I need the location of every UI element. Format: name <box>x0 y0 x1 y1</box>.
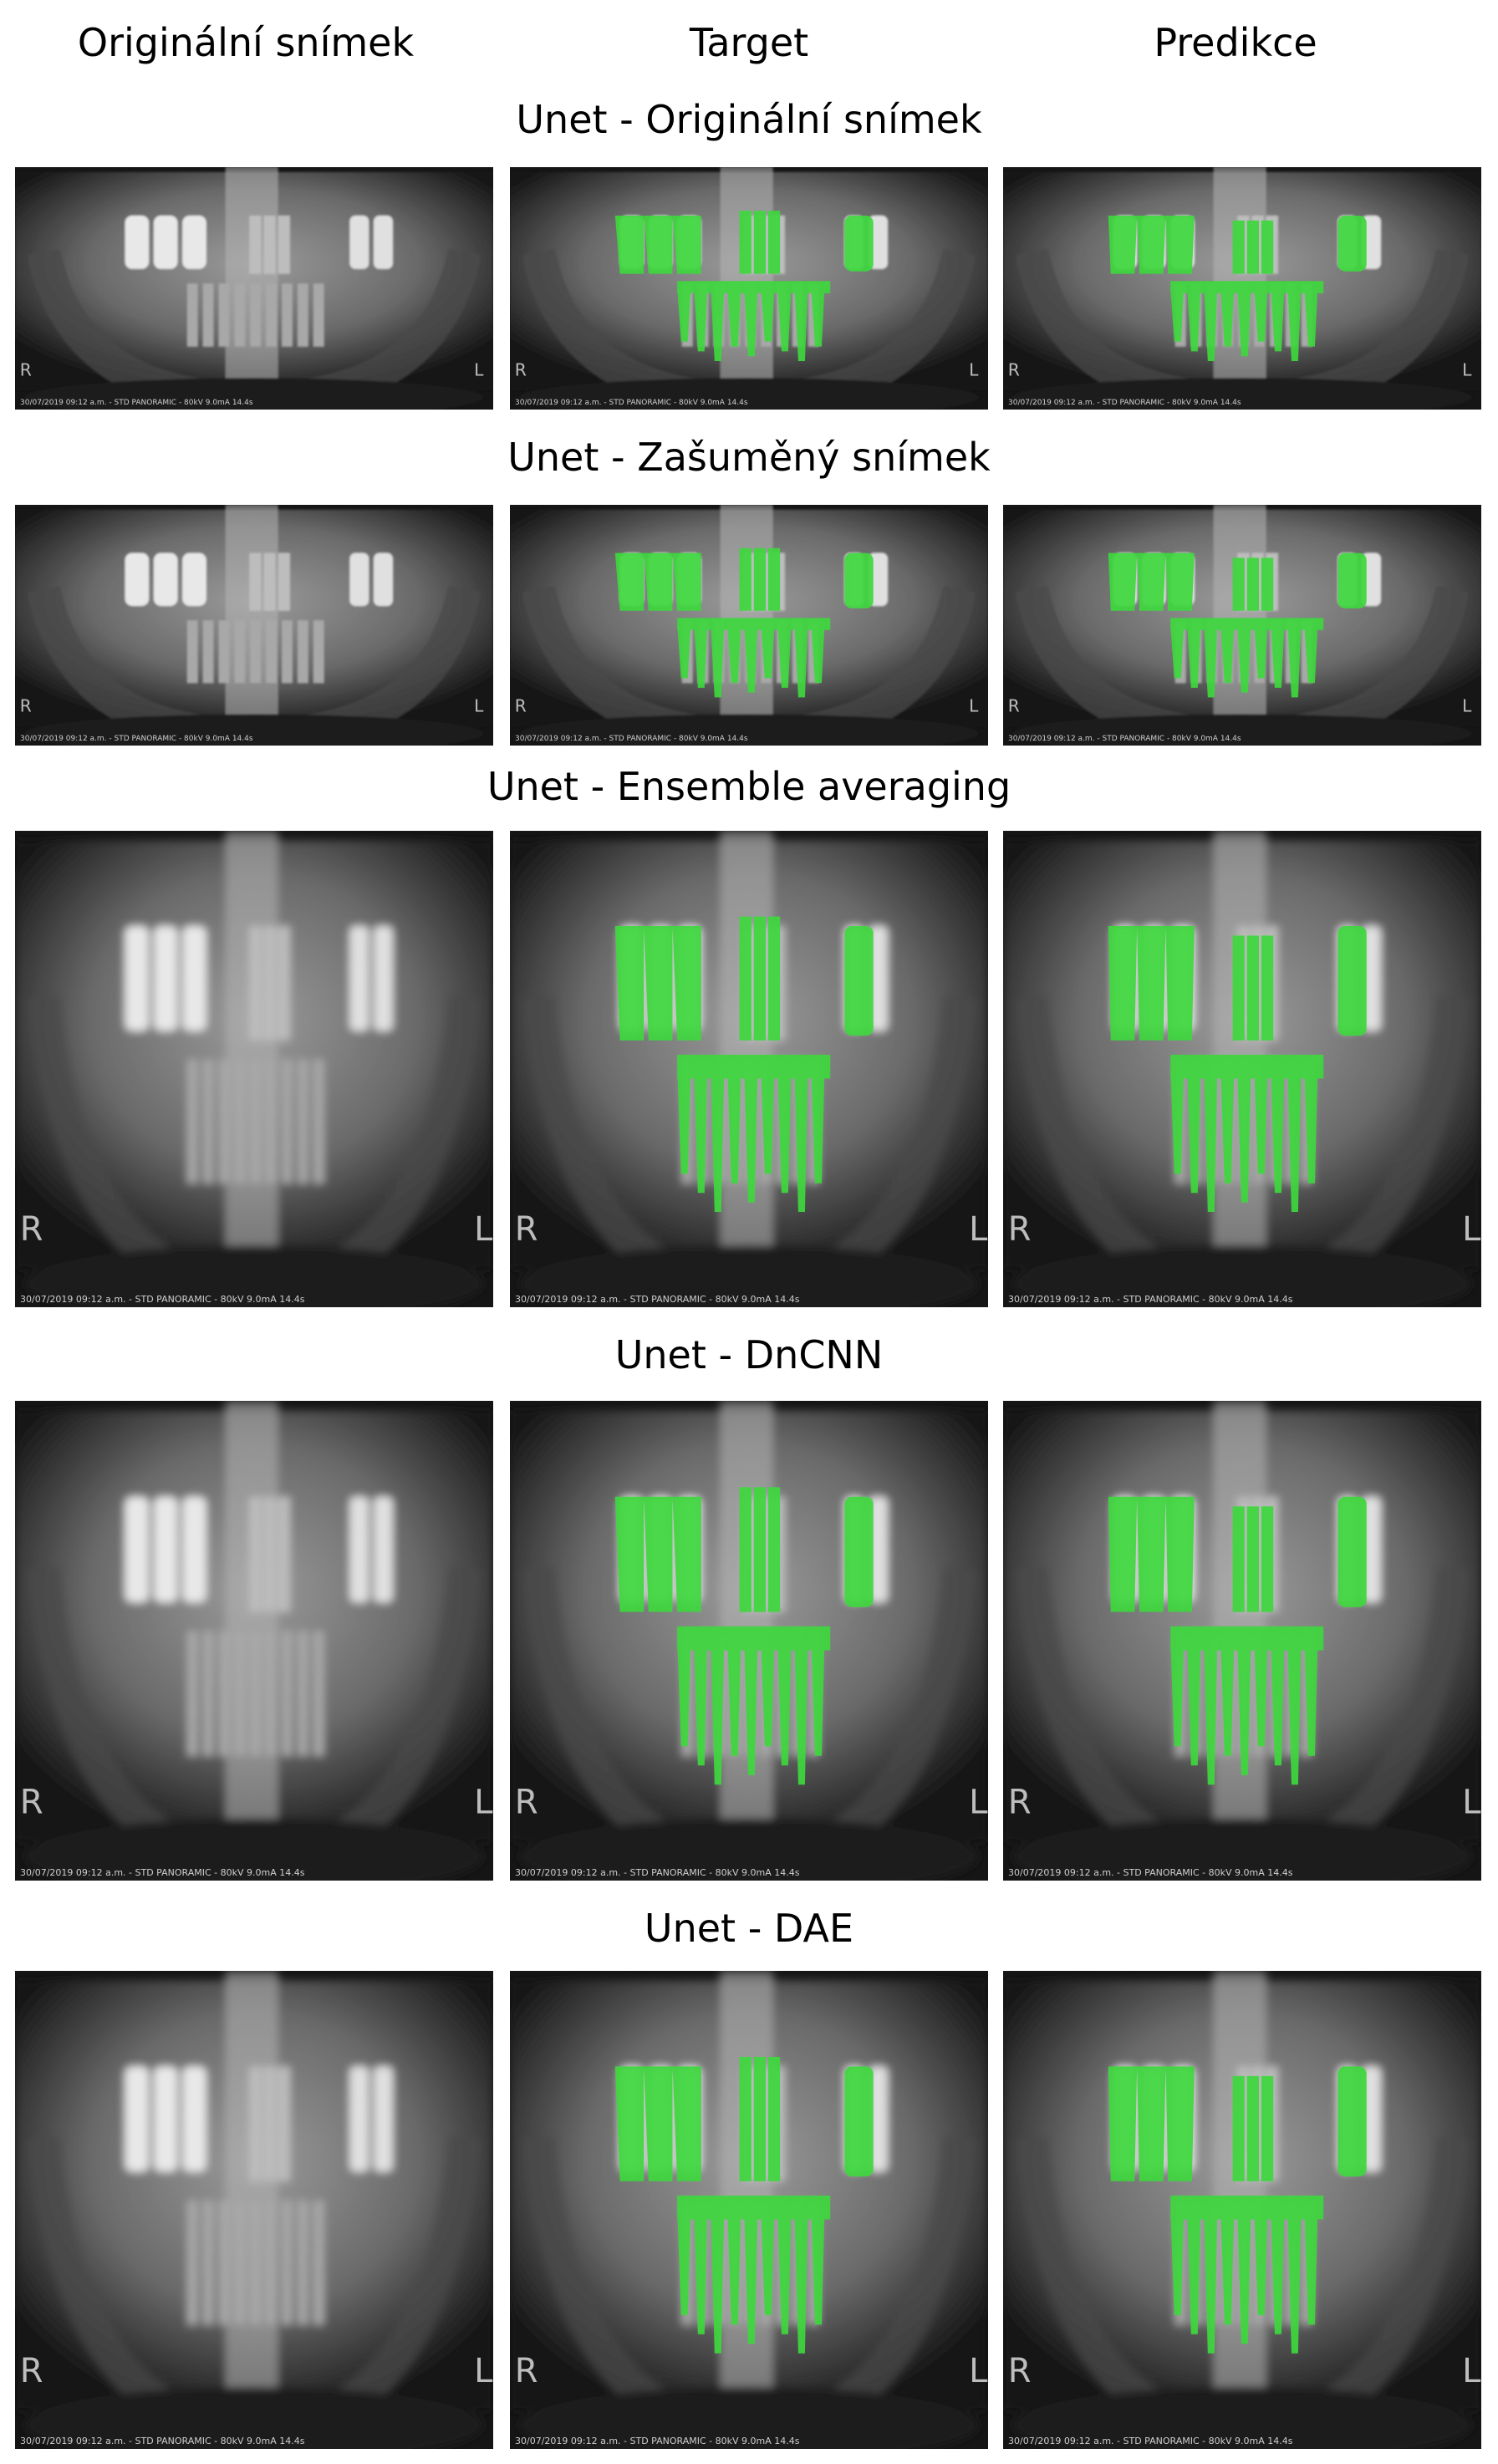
xray-panel-dncnn-target: R L 30/07/2019 09:12 a.m. - STD PANORAMIC … <box>510 1401 988 1881</box>
segmentation-mask <box>1108 552 1367 698</box>
exposure-footer: 30/07/2019 09:12 a.m. - STD PANORAMIC - … <box>20 399 253 407</box>
column-header-target: Target <box>689 20 809 65</box>
side-marker-right: R <box>1008 2352 1032 2390</box>
xray-panel-original-prediction: R L 30/07/2019 09:12 a.m. - STD PANORAMIC … <box>1003 167 1481 410</box>
exposure-footer: 30/07/2019 09:12 a.m. - STD PANORAMIC - … <box>20 2436 305 2446</box>
side-marker-left: L <box>474 1210 493 1249</box>
side-marker-right: R <box>20 696 32 716</box>
segmentation-mask <box>614 211 874 361</box>
side-marker-left: L <box>1462 1784 1481 1822</box>
side-marker-left: L <box>474 1784 493 1822</box>
xray-panel-dncnn-prediction: R L 30/07/2019 09:12 a.m. - STD PANORAMIC … <box>1003 1401 1481 1881</box>
exposure-footer: 30/07/2019 09:12 a.m. - STD PANORAMIC - … <box>20 735 253 743</box>
row-title-dncnn: Unet - DnCNN <box>614 1332 884 1377</box>
exposure-footer: 30/07/2019 09:12 a.m. - STD PANORAMIC - … <box>20 1294 305 1305</box>
xray-panel-noisy-prediction: R L 30/07/2019 09:12 a.m. - STD PANORAMIC … <box>1003 505 1481 746</box>
side-marker-right: R <box>515 2352 538 2390</box>
exposure-footer: 30/07/2019 09:12 a.m. - STD PANORAMIC - … <box>1008 2436 1293 2446</box>
side-marker-right: R <box>515 696 527 716</box>
xray-panel-original-original: R L 30/07/2019 09:12 a.m. - STD PANORAMIC … <box>15 167 493 410</box>
side-marker-left: L <box>474 696 484 716</box>
xray-panel-noisy-target: R L 30/07/2019 09:12 a.m. - STD PANORAMIC … <box>510 505 988 746</box>
segmentation-mask <box>1108 926 1367 1212</box>
side-marker-right: R <box>20 359 32 379</box>
side-marker-left: L <box>474 359 484 379</box>
segmentation-mask <box>1108 2066 1367 2354</box>
exposure-footer: 30/07/2019 09:12 a.m. - STD PANORAMIC - … <box>515 735 748 743</box>
side-marker-left: L <box>969 1210 988 1249</box>
exposure-footer: 30/07/2019 09:12 a.m. - STD PANORAMIC - … <box>1008 1867 1293 1878</box>
xray-panel-dncnn-original: R L 30/07/2019 09:12 a.m. - STD PANORAMIC … <box>15 1401 493 1881</box>
side-marker-left: L <box>969 2352 988 2390</box>
row-title-original: Unet - Originální snímek <box>516 97 982 142</box>
side-marker-right: R <box>1008 1210 1032 1249</box>
side-marker-left: L <box>1462 359 1472 379</box>
xray-panel-ensemble-target: R L 30/07/2019 09:12 a.m. - STD PANORAMIC … <box>510 831 988 1307</box>
exposure-footer: 30/07/2019 09:12 a.m. - STD PANORAMIC - … <box>515 2436 800 2446</box>
side-marker-right: R <box>515 1210 538 1249</box>
row-title-dae: Unet - DAE <box>644 1906 854 1951</box>
segmentation-mask <box>1108 216 1367 361</box>
side-marker-right: R <box>20 1210 43 1249</box>
exposure-footer: 30/07/2019 09:12 a.m. - STD PANORAMIC - … <box>515 1867 800 1878</box>
xray-panel-ensemble-prediction: R L 30/07/2019 09:12 a.m. - STD PANORAMIC … <box>1003 831 1481 1307</box>
segmentation-mask <box>1108 1496 1367 1785</box>
side-marker-right: R <box>1008 696 1020 716</box>
side-marker-left: L <box>1462 1210 1481 1249</box>
row-title-ensemble: Unet - Ensemble averaging <box>487 764 1011 809</box>
side-marker-left: L <box>1462 696 1472 716</box>
side-marker-right: R <box>1008 359 1020 379</box>
side-marker-left: L <box>969 1784 988 1822</box>
column-header-prediction: Predikce <box>1154 20 1317 65</box>
exposure-footer: 30/07/2019 09:12 a.m. - STD PANORAMIC - … <box>1008 1294 1293 1305</box>
exposure-footer: 30/07/2019 09:12 a.m. - STD PANORAMIC - … <box>1008 399 1241 407</box>
column-header-original: Originální snímek <box>77 20 415 65</box>
segmentation-mask <box>614 1487 874 1785</box>
side-marker-right: R <box>515 359 527 379</box>
xray-panel-dae-target: R L 30/07/2019 09:12 a.m. - STD PANORAMIC … <box>510 1971 988 2449</box>
side-marker-right: R <box>1008 1784 1032 1822</box>
side-marker-left: L <box>969 696 979 716</box>
side-marker-right: R <box>20 2352 43 2390</box>
exposure-footer: 30/07/2019 09:12 a.m. - STD PANORAMIC - … <box>1008 735 1241 743</box>
side-marker-right: R <box>515 1784 538 1822</box>
xray-panel-dae-original: R L 30/07/2019 09:12 a.m. - STD PANORAMIC … <box>15 1971 493 2449</box>
segmentation-mask <box>614 916 874 1212</box>
exposure-footer: 30/07/2019 09:12 a.m. - STD PANORAMIC - … <box>515 1294 800 1305</box>
side-marker-left: L <box>1462 2352 1481 2390</box>
exposure-footer: 30/07/2019 09:12 a.m. - STD PANORAMIC - … <box>515 399 748 407</box>
exposure-footer: 30/07/2019 09:12 a.m. - STD PANORAMIC - … <box>20 1867 305 1878</box>
xray-panel-ensemble-original: R L 30/07/2019 09:12 a.m. - STD PANORAMIC … <box>15 831 493 1307</box>
side-marker-right: R <box>20 1784 43 1822</box>
side-marker-left: L <box>969 359 979 379</box>
segmentation-mask <box>614 547 874 698</box>
side-marker-left: L <box>474 2352 493 2390</box>
row-title-noisy: Unet - Zašuměný snímek <box>507 435 991 480</box>
xray-panel-original-target: R L 30/07/2019 09:12 a.m. - STD PANORAMIC … <box>510 167 988 410</box>
segmentation-mask <box>614 2056 874 2354</box>
xray-panel-noisy-original: R L 30/07/2019 09:12 a.m. - STD PANORAMIC … <box>15 505 493 746</box>
xray-panel-dae-prediction: R L 30/07/2019 09:12 a.m. - STD PANORAMIC … <box>1003 1971 1481 2449</box>
